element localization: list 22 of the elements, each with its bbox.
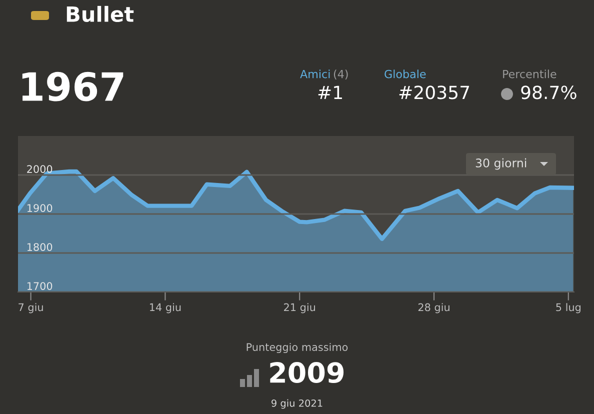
y-tick-label: 1800 (27, 243, 52, 251)
text: Amici (300, 70, 330, 78)
text: 1967 (22, 72, 124, 102)
text: 98.7% (521, 86, 576, 100)
text: Punteggio massimo (246, 342, 348, 354)
chart-title: Bullet (66, 6, 134, 22)
text: Globale (384, 70, 426, 78)
text: 2009 (270, 362, 344, 384)
x-tick-label: 21 giu (284, 303, 315, 314)
text: (4) (334, 70, 348, 80)
text: Percentile (503, 70, 556, 78)
annotation: 30 giorni (476, 158, 526, 170)
text: 9 giu 2021 (272, 399, 322, 409)
x-tick-label: 7 giu (18, 303, 43, 314)
y-tick-label: 1900 (27, 204, 52, 212)
y-tick-label: 2000 (27, 165, 52, 173)
text: #20357 (399, 86, 470, 100)
x-tick-label: 5 lug (556, 303, 580, 314)
text: #1 (318, 86, 342, 99)
x-tick-label: 14 giu (150, 303, 181, 314)
y-tick-label: 1700 (27, 282, 52, 290)
x-tick-label: 28 giu (418, 303, 450, 314)
